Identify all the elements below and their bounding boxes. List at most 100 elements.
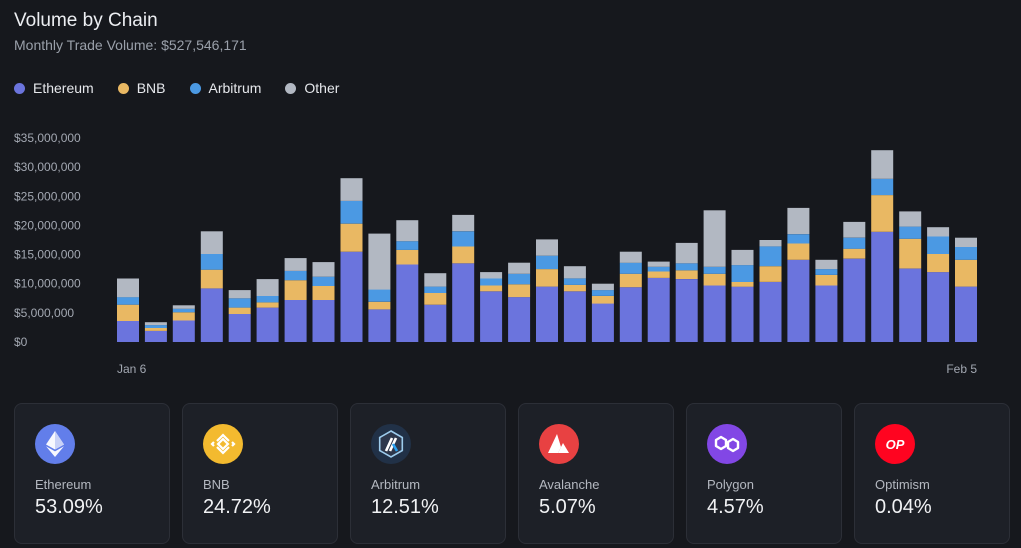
bar-segment-other[interactable] — [675, 242, 698, 264]
chain-card-ethereum[interactable]: Ethereum 53.09% — [14, 403, 170, 544]
bar-segment-arbitrum[interactable] — [144, 325, 167, 328]
bar-segment-bnb[interactable] — [871, 195, 894, 232]
bar-segment-arbitrum[interactable] — [619, 262, 642, 274]
bar-segment-arbitrum[interactable] — [899, 226, 922, 239]
chain-card-arbitrum[interactable]: Arbitrum 12.51% — [350, 403, 506, 544]
bar-segment-other[interactable] — [591, 283, 614, 291]
bar-segment-other[interactable] — [200, 231, 223, 254]
bar-segment-ethereum[interactable] — [368, 309, 391, 342]
bar-segment-arbitrum[interactable] — [312, 276, 335, 286]
bar-segment-other[interactable] — [619, 251, 642, 263]
bar-segment-bnb[interactable] — [200, 269, 223, 289]
bar-segment-other[interactable] — [284, 258, 307, 271]
bar-segment-ethereum[interactable] — [787, 259, 810, 342]
bar-segment-arbitrum[interactable] — [508, 273, 531, 285]
bar-segment-bnb[interactable] — [312, 286, 335, 300]
bar-segment-ethereum[interactable] — [899, 268, 922, 342]
bar-segment-arbitrum[interactable] — [117, 297, 139, 305]
bar-segment-ethereum[interactable] — [815, 285, 838, 343]
legend-item-ethereum[interactable]: Ethereum — [14, 80, 94, 96]
bar-segment-ethereum[interactable] — [927, 272, 950, 342]
bar-segment-bnb[interactable] — [396, 249, 419, 265]
bar-segment-ethereum[interactable] — [759, 282, 782, 342]
bar-segment-arbitrum[interactable] — [536, 255, 558, 270]
bar-segment-bnb[interactable] — [536, 269, 558, 287]
bar-segment-other[interactable] — [955, 237, 977, 247]
bar-segment-arbitrum[interactable] — [228, 298, 251, 308]
bar-segment-arbitrum[interactable] — [340, 200, 363, 224]
bar-segment-bnb[interactable] — [731, 282, 754, 287]
bar-segment-ethereum[interactable] — [340, 251, 363, 342]
bar-segment-other[interactable] — [815, 259, 838, 270]
bar-segment-arbitrum[interactable] — [759, 246, 782, 267]
bar-segment-other[interactable] — [508, 262, 531, 274]
bar-segment-arbitrum[interactable] — [731, 265, 754, 282]
bar-segment-bnb[interactable] — [955, 259, 977, 287]
bar-segment-bnb[interactable] — [508, 284, 531, 298]
bar-segment-other[interactable] — [927, 227, 950, 237]
bar-segment-bnb[interactable] — [787, 243, 810, 260]
bar-segment-bnb[interactable] — [675, 270, 698, 279]
bar-segment-ethereum[interactable] — [731, 286, 754, 342]
bar-segment-other[interactable] — [452, 214, 475, 232]
bar-segment-bnb[interactable] — [647, 271, 670, 278]
bar-segment-arbitrum[interactable] — [368, 289, 391, 302]
chain-card-bnb[interactable]: BNB 24.72% — [182, 403, 338, 544]
bar-segment-bnb[interactable] — [591, 296, 614, 304]
bar-segment-ethereum[interactable] — [452, 263, 475, 342]
bar-segment-other[interactable] — [871, 150, 894, 179]
bar-segment-bnb[interactable] — [703, 273, 726, 286]
bar-segment-bnb[interactable] — [368, 301, 391, 310]
chain-card-polygon[interactable]: Polygon 4.57% — [686, 403, 842, 544]
bar-segment-other[interactable] — [731, 249, 754, 266]
bar-segment-arbitrum[interactable] — [284, 270, 307, 281]
bar-segment-bnb[interactable] — [927, 254, 950, 273]
bar-segment-bnb[interactable] — [899, 238, 922, 269]
bar-segment-bnb[interactable] — [228, 307, 251, 314]
bar-segment-arbitrum[interactable] — [396, 241, 419, 250]
bar-segment-bnb[interactable] — [424, 293, 447, 305]
chain-card-avalanche[interactable]: Avalanche 5.07% — [518, 403, 674, 544]
bar-segment-other[interactable] — [787, 207, 810, 235]
bar-segment-bnb[interactable] — [256, 302, 279, 308]
bar-segment-arbitrum[interactable] — [424, 286, 447, 293]
bar-segment-ethereum[interactable] — [480, 291, 503, 342]
bar-segment-arbitrum[interactable] — [200, 254, 223, 270]
bar-segment-bnb[interactable] — [117, 304, 139, 321]
bar-segment-bnb[interactable] — [480, 285, 503, 292]
bar-segment-other[interactable] — [340, 178, 363, 201]
bar-segment-ethereum[interactable] — [396, 264, 419, 343]
bar-segment-bnb[interactable] — [172, 312, 195, 321]
bar-segment-bnb[interactable] — [843, 248, 866, 259]
legend-item-other[interactable]: Other — [285, 80, 339, 96]
bar-segment-bnb[interactable] — [340, 223, 363, 252]
bar-segment-bnb[interactable] — [619, 273, 642, 288]
bar-segment-ethereum[interactable] — [619, 287, 642, 342]
bar-segment-ethereum[interactable] — [424, 304, 447, 342]
bar-segment-other[interactable] — [563, 266, 586, 279]
bar-segment-other[interactable] — [172, 305, 195, 309]
bar-segment-ethereum[interactable] — [871, 231, 894, 342]
bar-segment-ethereum[interactable] — [843, 258, 866, 342]
bar-segment-other[interactable] — [256, 279, 279, 296]
bar-segment-arbitrum[interactable] — [675, 263, 698, 271]
bar-segment-arbitrum[interactable] — [480, 278, 503, 286]
bar-segment-ethereum[interactable] — [647, 277, 670, 342]
bar-segment-ethereum[interactable] — [200, 288, 223, 342]
bar-segment-bnb[interactable] — [284, 280, 307, 300]
bar-segment-other[interactable] — [117, 278, 139, 298]
bar-segment-bnb[interactable] — [452, 246, 475, 264]
bar-segment-ethereum[interactable] — [508, 297, 531, 342]
bar-segment-other[interactable] — [368, 233, 391, 290]
bar-segment-other[interactable] — [312, 262, 335, 277]
bar-segment-ethereum[interactable] — [144, 330, 167, 342]
bar-segment-arbitrum[interactable] — [172, 308, 195, 313]
bar-segment-ethereum[interactable] — [228, 314, 251, 342]
bar-segment-ethereum[interactable] — [955, 286, 977, 342]
bar-segment-other[interactable] — [144, 322, 167, 326]
bar-segment-ethereum[interactable] — [172, 320, 195, 342]
bar-segment-other[interactable] — [480, 272, 503, 279]
bar-segment-ethereum[interactable] — [675, 279, 698, 342]
bar-segment-arbitrum[interactable] — [927, 236, 950, 255]
bar-segment-ethereum[interactable] — [256, 307, 279, 342]
